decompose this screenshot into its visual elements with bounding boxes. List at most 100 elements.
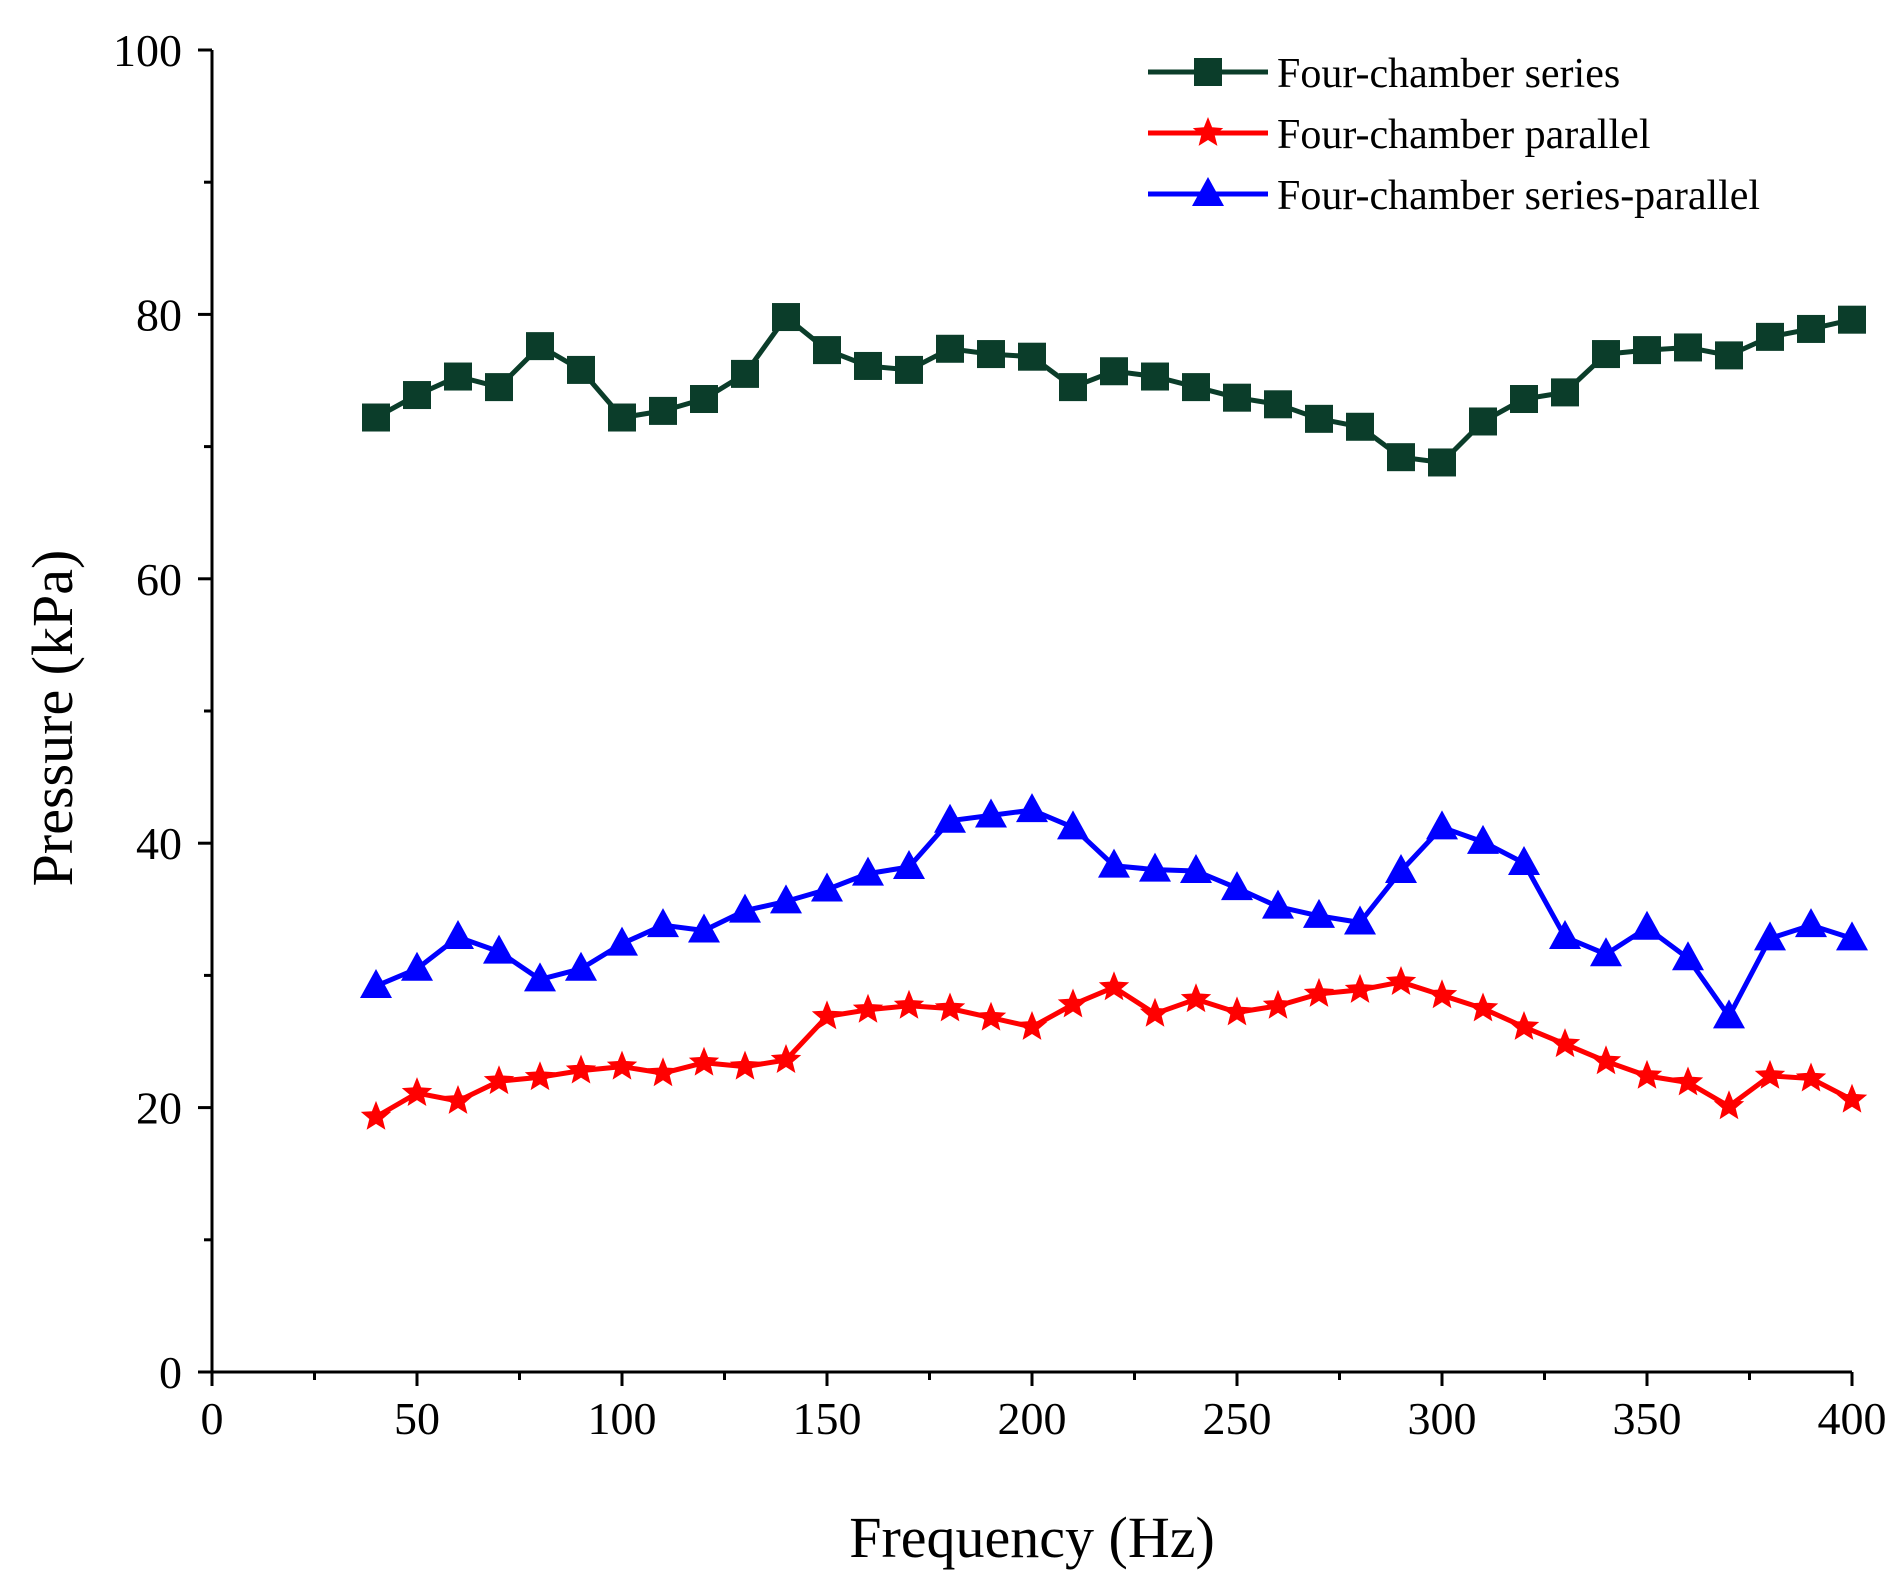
- series-group-1: [362, 303, 1866, 477]
- data-point: [1387, 443, 1415, 472]
- data-point: [729, 1050, 761, 1080]
- data-point: [1262, 989, 1294, 1019]
- data-point: [772, 303, 800, 332]
- x-tick-label: 400: [1818, 1393, 1887, 1444]
- series-layer: [360, 303, 1868, 1130]
- data-point: [1098, 971, 1130, 1001]
- data-point: [1305, 404, 1333, 433]
- data-point: [524, 1061, 556, 1091]
- data-point: [770, 884, 802, 914]
- series-line: [374, 314, 1853, 465]
- legend-label: Four-chamber series-parallel: [1277, 173, 1760, 219]
- x-tick-label: 200: [998, 1393, 1067, 1444]
- data-point: [1674, 333, 1702, 362]
- legend-item-1: Four-chamber series: [1148, 51, 1620, 97]
- data-point: [1264, 390, 1292, 419]
- data-point: [1510, 385, 1538, 414]
- data-point: [1346, 412, 1374, 441]
- data-point: [606, 1050, 638, 1080]
- y-tick-label: 100: [113, 25, 182, 76]
- data-point: [649, 396, 677, 425]
- data-point: [977, 340, 1005, 369]
- data-point: [1836, 921, 1868, 951]
- data-point: [729, 893, 761, 923]
- data-point: [1838, 305, 1866, 334]
- data-point: [524, 962, 556, 992]
- data-point: [1713, 999, 1745, 1029]
- data-point: [1180, 853, 1212, 883]
- data-point: [731, 359, 759, 388]
- data-point: [1715, 341, 1743, 370]
- x-tick-label: 250: [1203, 1393, 1272, 1444]
- data-point: [362, 403, 390, 432]
- data-point: [608, 403, 636, 432]
- data-point: [1713, 1090, 1745, 1120]
- data-point: [1754, 921, 1786, 951]
- y-tick-label: 80: [136, 289, 182, 340]
- data-point: [444, 362, 472, 391]
- data-point: [1182, 373, 1210, 402]
- legend-marker: [1192, 177, 1224, 206]
- data-point: [852, 993, 884, 1023]
- data-point: [1059, 373, 1087, 402]
- data-point: [975, 798, 1007, 828]
- y-tick-label: 40: [136, 818, 182, 869]
- data-point: [1797, 314, 1825, 343]
- data-point: [975, 1001, 1007, 1031]
- data-point: [1428, 448, 1456, 477]
- legend-label: Four-chamber parallel: [1277, 112, 1651, 158]
- data-point: [647, 908, 679, 938]
- x-tick-label: 150: [793, 1393, 862, 1444]
- data-point: [893, 849, 925, 879]
- data-point: [483, 1065, 515, 1095]
- data-point: [1590, 1045, 1622, 1075]
- data-point: [483, 934, 515, 964]
- data-point: [442, 1085, 474, 1114]
- data-point: [1469, 407, 1497, 436]
- x-tick-label: 350: [1613, 1393, 1682, 1444]
- data-point: [811, 1000, 843, 1030]
- series-line: [374, 979, 1854, 1120]
- data-point: [442, 920, 474, 950]
- legend: Four-chamber series Four-chamber parallel…: [1148, 51, 1760, 219]
- data-point: [1633, 336, 1661, 365]
- data-point: [1223, 383, 1251, 412]
- data-point: [1016, 793, 1048, 823]
- data-point: [1508, 846, 1540, 876]
- data-point: [1221, 996, 1253, 1026]
- data-point: [526, 332, 554, 361]
- x-tick-label: 50: [394, 1393, 440, 1444]
- data-point: [1426, 810, 1458, 840]
- data-point: [403, 381, 431, 410]
- data-point: [1385, 966, 1417, 995]
- data-point: [1631, 1059, 1663, 1089]
- data-point: [1508, 1011, 1540, 1040]
- data-point: [852, 856, 884, 886]
- data-point: [1592, 340, 1620, 369]
- data-point: [1303, 898, 1335, 928]
- data-point: [1631, 910, 1663, 940]
- data-point: [1057, 810, 1089, 840]
- data-point: [936, 334, 964, 363]
- data-point: [1139, 997, 1171, 1027]
- data-point: [565, 1054, 597, 1084]
- series-group-2: [360, 966, 1868, 1130]
- y-tick-label: 60: [136, 554, 182, 605]
- series-group-3: [360, 793, 1868, 1029]
- data-point: [1590, 937, 1622, 967]
- data-point: [565, 951, 597, 981]
- data-point: [1018, 342, 1046, 371]
- legend-item-2: Four-chamber parallel: [1148, 112, 1651, 158]
- data-point: [1141, 362, 1169, 391]
- data-point: [895, 355, 923, 384]
- data-point: [1795, 1062, 1827, 1092]
- data-point: [1756, 322, 1784, 351]
- data-point: [1672, 1066, 1704, 1096]
- data-point: [1180, 983, 1212, 1013]
- data-point: [1100, 357, 1128, 386]
- data-point: [1467, 992, 1499, 1022]
- data-point: [401, 951, 433, 981]
- data-point: [1057, 988, 1089, 1018]
- data-point: [1836, 1083, 1868, 1113]
